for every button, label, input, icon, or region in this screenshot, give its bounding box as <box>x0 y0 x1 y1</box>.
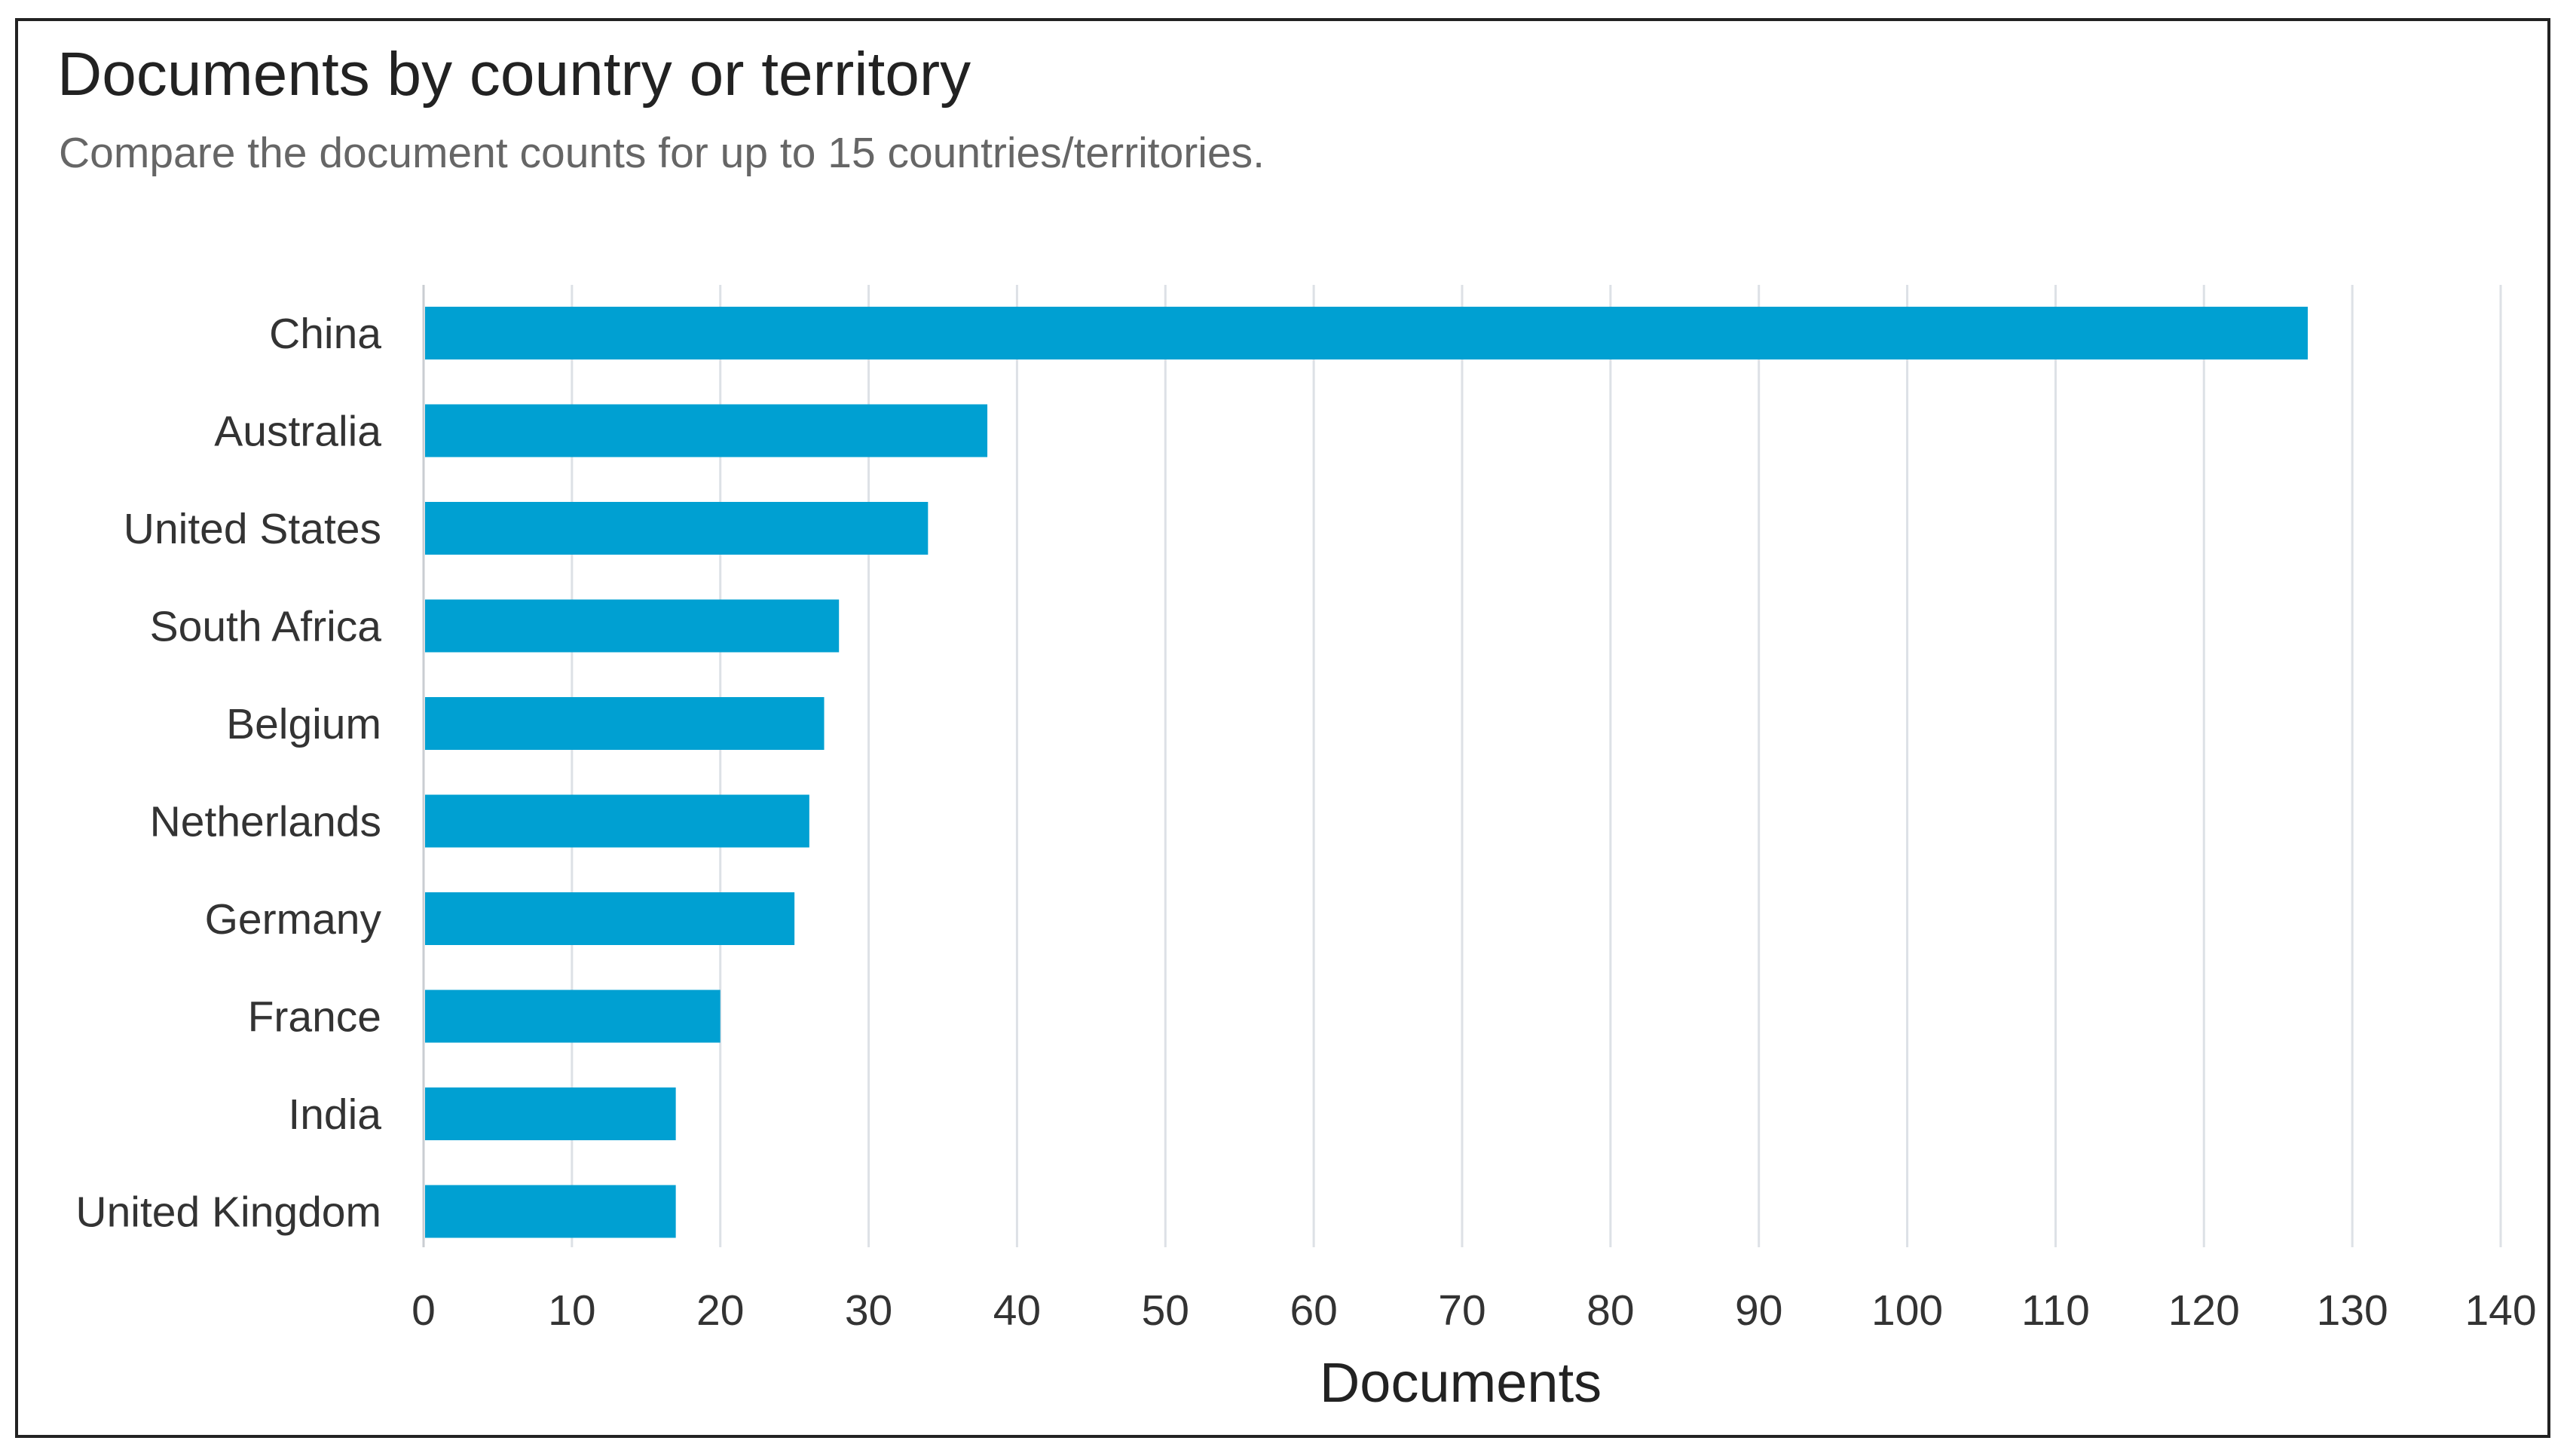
category-label: United Kingdom <box>75 1188 381 1237</box>
x-tick-label: 0 <box>412 1286 436 1335</box>
bar-united-states[interactable] <box>425 502 929 555</box>
x-tick-label: 130 <box>2317 1286 2388 1335</box>
chart-title: Documents by country or territory <box>57 40 971 109</box>
bar-south-africa[interactable] <box>425 599 840 653</box>
category-label: Netherlands <box>150 798 381 846</box>
x-tick-label: 120 <box>2168 1286 2240 1335</box>
category-labels: China Australia United States South Africa B… <box>75 310 381 1237</box>
chart-subtitle: Compare the document counts for up to 15… <box>59 129 1265 177</box>
x-tick-label: 100 <box>1871 1286 1943 1335</box>
bar-united-kingdom[interactable] <box>425 1185 676 1238</box>
category-label: India <box>288 1090 381 1139</box>
category-label: Germany <box>205 895 382 944</box>
category-label: France <box>248 993 381 1042</box>
bar-germany[interactable] <box>425 892 795 945</box>
x-tick-labels: 0 10 20 30 40 50 60 70 80 90 100 110 120 130 140 <box>412 1286 2536 1335</box>
x-tick-label: 40 <box>993 1286 1041 1335</box>
x-tick-label: 10 <box>548 1286 595 1335</box>
category-label: China <box>269 310 381 358</box>
bar-belgium[interactable] <box>425 697 825 750</box>
bar-france[interactable] <box>425 990 721 1043</box>
x-tick-label: 110 <box>2021 1286 2090 1335</box>
category-label: Belgium <box>226 700 381 748</box>
bar-australia[interactable] <box>425 404 988 457</box>
bars <box>425 307 2308 1238</box>
x-tick-label: 60 <box>1290 1286 1337 1335</box>
x-tick-label: 80 <box>1586 1286 1634 1335</box>
x-tick-label: 90 <box>1735 1286 1782 1335</box>
x-axis-title: Documents <box>1320 1351 1602 1414</box>
bar-india[interactable] <box>425 1087 676 1140</box>
category-label: South Africa <box>150 603 382 651</box>
category-label: United States <box>124 505 381 553</box>
category-label: Australia <box>214 408 381 456</box>
x-tick-label: 70 <box>1438 1286 1485 1335</box>
x-tick-label: 50 <box>1142 1286 1189 1335</box>
x-tick-label: 20 <box>696 1286 744 1335</box>
bar-china[interactable] <box>425 307 2308 359</box>
x-tick-label: 140 <box>2465 1286 2536 1335</box>
bar-netherlands[interactable] <box>425 794 809 848</box>
x-tick-label: 30 <box>845 1286 892 1335</box>
